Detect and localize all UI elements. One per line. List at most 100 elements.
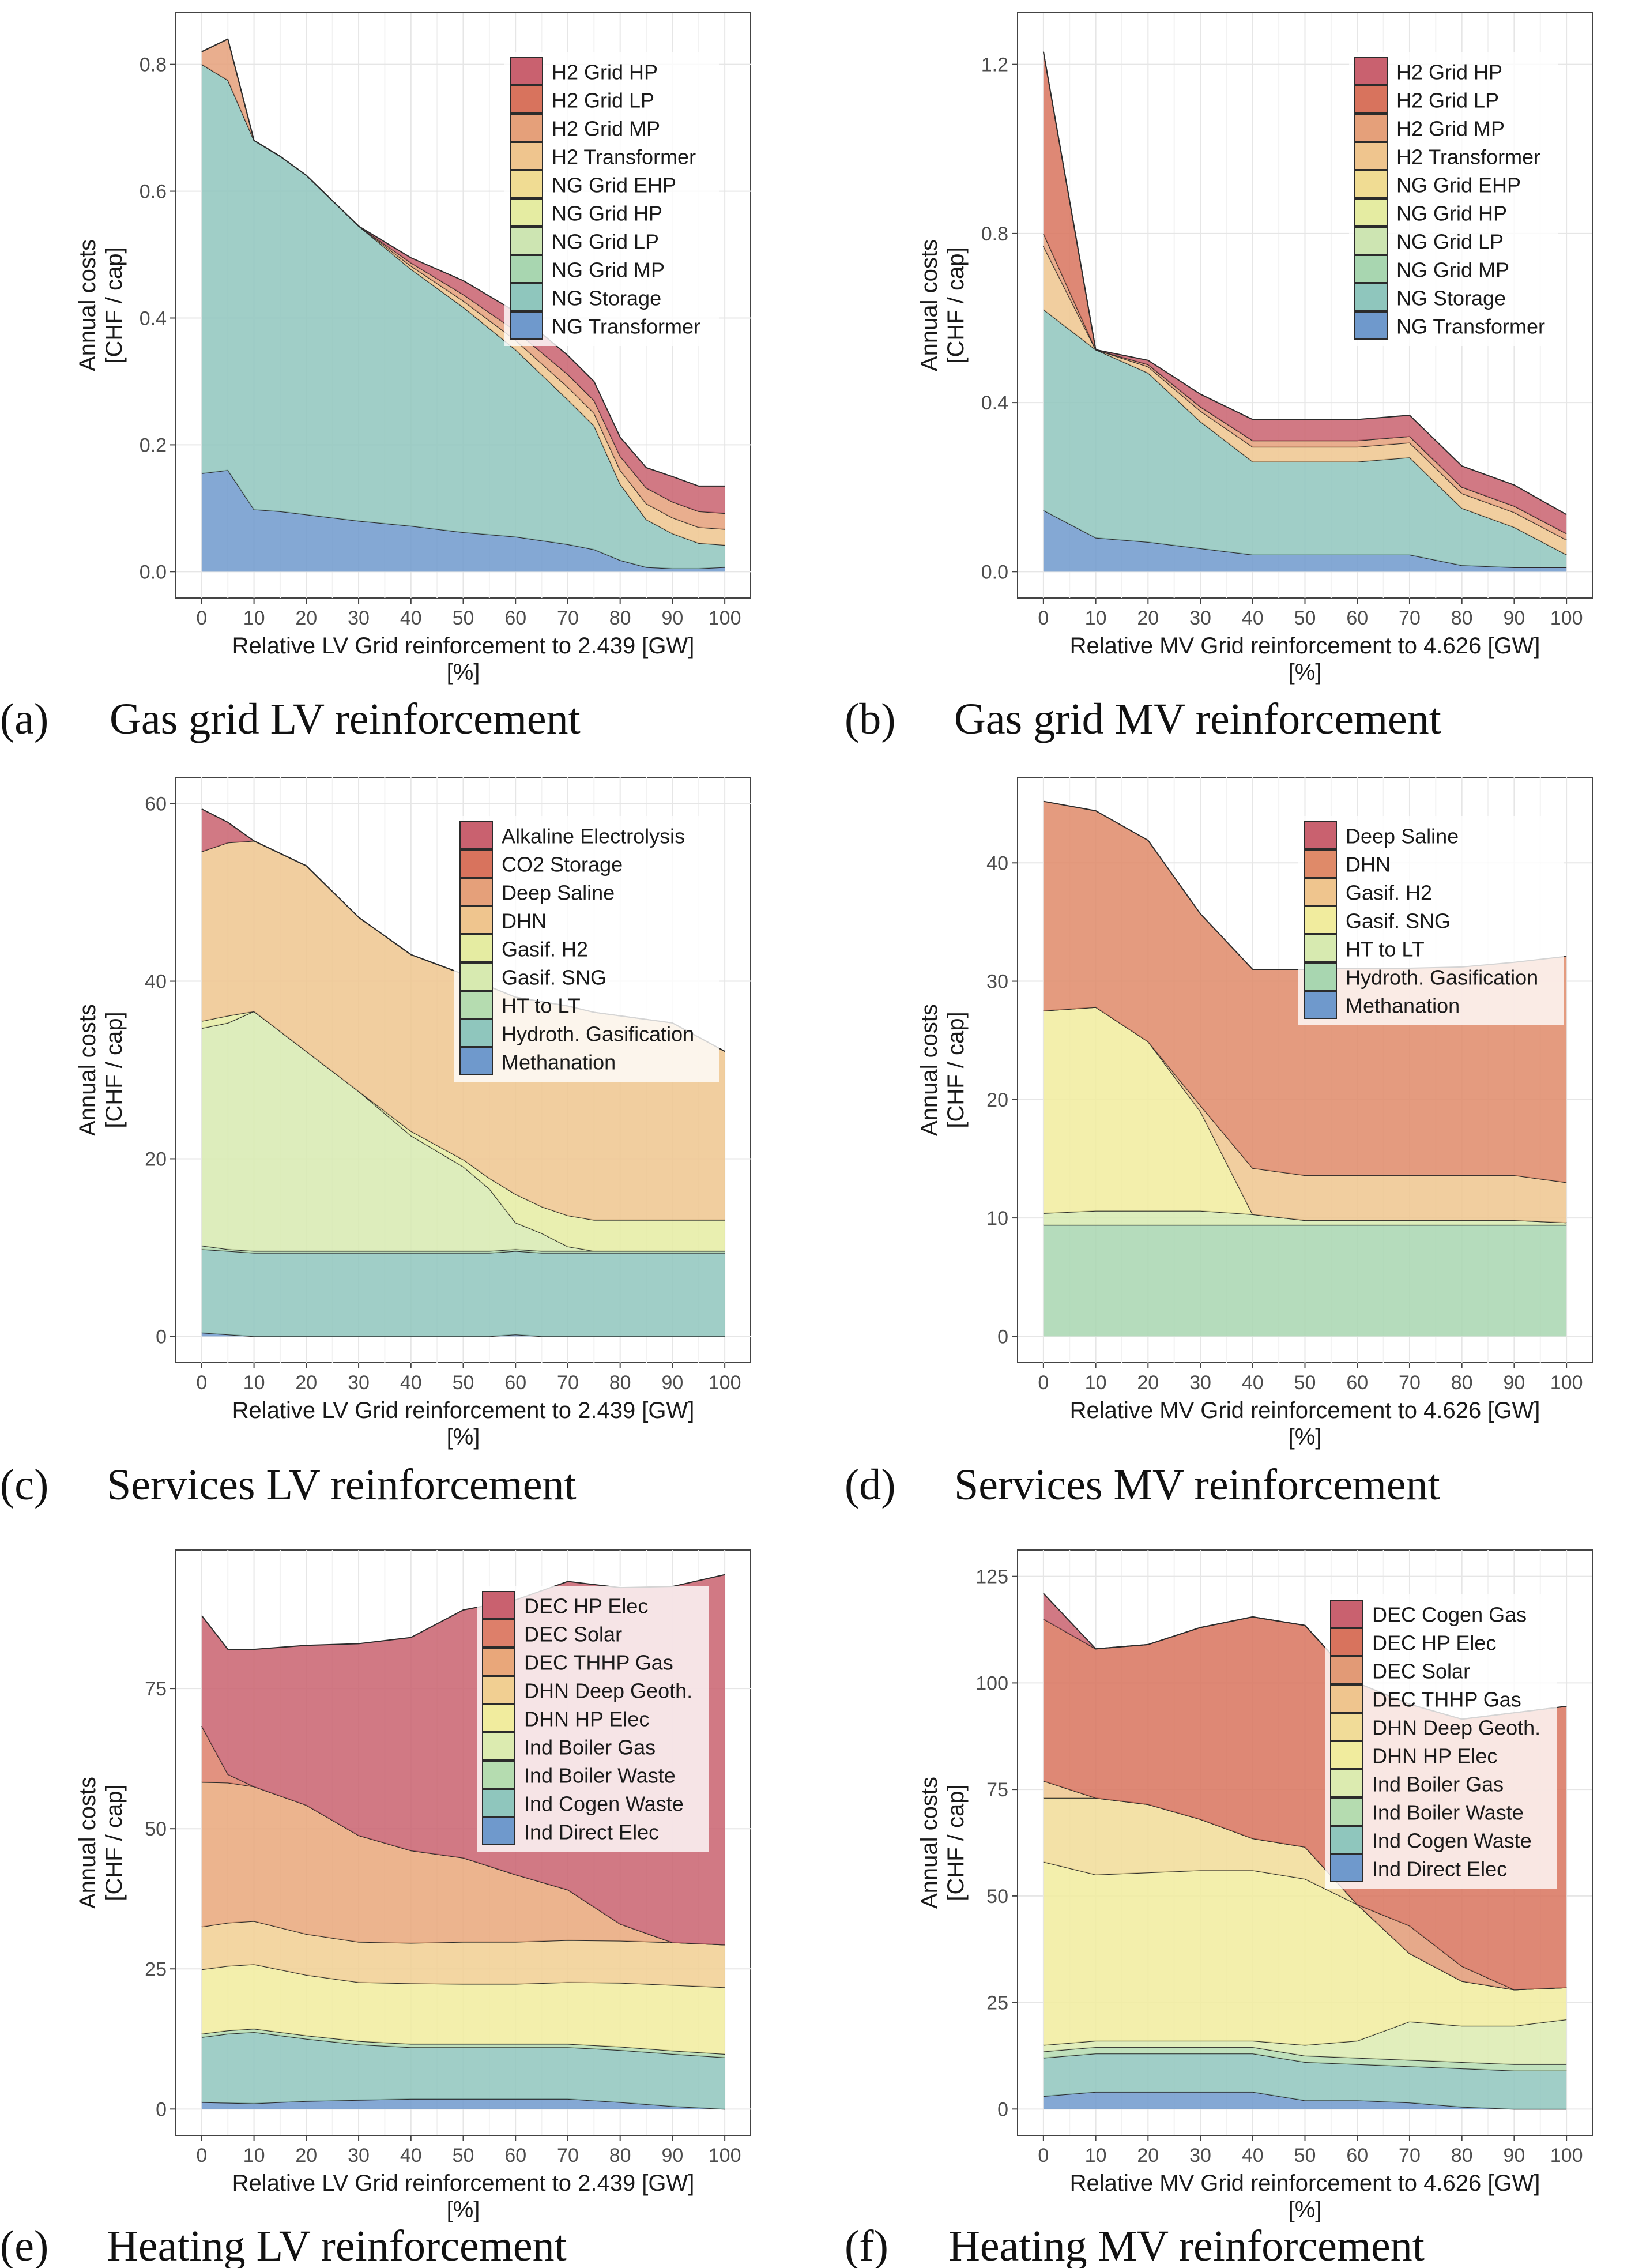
- panel-f-xlabel-line-2: [%]: [1289, 2197, 1322, 2222]
- panel-c-xtick-label: 10: [243, 1372, 265, 1394]
- panel-d-legend-swatch: [1304, 991, 1337, 1019]
- panel-c-legend-swatch: [459, 1047, 493, 1075]
- panel-b-xtick-label: 100: [1550, 607, 1583, 629]
- panel-e-xtick-label: 20: [295, 2145, 317, 2167]
- panel-b-caption-letter: (b): [845, 695, 896, 743]
- panel-d-ytick-label: 20: [986, 1089, 1008, 1111]
- panel-f-xtick-label: 60: [1346, 2145, 1368, 2167]
- panel-a-legend-label: H2 Grid HP: [552, 61, 658, 84]
- panel-f-chart: 0 10 20 30 40 50 60 70 80 90 100 0 25 50 75 100 125 Relat…: [917, 1549, 1593, 2222]
- panel-b: (b) Gas grid MV reinforcement: [845, 695, 1441, 743]
- panel-c-xtick-label: 70: [557, 1372, 579, 1394]
- panel-e-ytick-label: 25: [145, 1958, 167, 1980]
- panel-c-legend-swatch: [459, 821, 493, 849]
- panel-a-legend-swatch: [510, 198, 543, 227]
- panel-f-xtick-label: 0: [1038, 2145, 1049, 2167]
- panel-f-legend-swatch: [1330, 1769, 1363, 1797]
- panel-d-ytick-label: 10: [986, 1208, 1008, 1229]
- panel-e-legend-label: Ind Direct Elec: [524, 1821, 659, 1844]
- panel-e-area-dhn-deep-geoth-: [201, 1921, 725, 1988]
- panel-f-legend: DEC Cogen Gas DEC HP Elec DEC Solar DEC THH…: [1325, 1594, 1557, 1889]
- panel-c-legend-swatch: [459, 878, 493, 906]
- panel-e-legend-swatch: [482, 1619, 515, 1648]
- panel-a-legend-swatch: [510, 57, 543, 85]
- panel-b-xtick-label: 10: [1085, 607, 1107, 629]
- panel-e-legend-label: DHN Deep Geoth.: [524, 1679, 692, 1703]
- panel-e-xtick-label: 0: [196, 2145, 207, 2167]
- panel-e-boundary-dhn-deep-geoth-: [201, 1920, 725, 1946]
- panel-b-chart: 0 10 20 30 40 50 60 70 80 90 100 0.0 0.4 0.8 1.2 Relati…: [917, 12, 1593, 685]
- panel-f-legend-label: DEC Cogen Gas: [1372, 1603, 1527, 1627]
- panel-a-xtick-label: 50: [453, 607, 474, 629]
- panel-e-area-ind-boiler-waste: [201, 2029, 725, 2058]
- panel-a-xtick-label: 40: [400, 607, 422, 629]
- panel-a-ylabel-line-2: [CHF / cap]: [101, 247, 127, 363]
- panel-a-legend: H2 Grid HP H2 Grid LP H2 Grid MP H2 Transfo…: [504, 52, 719, 346]
- panel-f-legend-swatch: [1330, 1797, 1363, 1826]
- panel-e-legend-label: DEC HP Elec: [524, 1594, 648, 1618]
- panel-a-legend-swatch: [510, 85, 543, 114]
- panel-d-xtick-label: 100: [1550, 1372, 1583, 1394]
- panel-d-area-hydroth-gasification: [1043, 1225, 1567, 1337]
- panel-a-legend-swatch: [510, 170, 543, 198]
- panel-f-legend-swatch: [1330, 1826, 1363, 1854]
- panel-c-ylabel-line-2: [CHF / cap]: [101, 1011, 127, 1128]
- panel-b-legend-swatch: [1354, 170, 1388, 198]
- panel-a-xtick-label: 10: [243, 607, 265, 629]
- panel-d-legend-swatch: [1304, 849, 1337, 878]
- panel-a: (a) Gas grid LV reinforcement: [0, 695, 581, 743]
- panel-c: (c) Services LV reinforcement: [0, 1461, 577, 1509]
- panel-f-area-dec-hp-elec: [1043, 1616, 1567, 1990]
- panel-f-xtick-label: 50: [1294, 2145, 1316, 2167]
- panel-c-legend-swatch: [459, 849, 493, 878]
- panel-b-area-h2-transformer: [1043, 246, 1567, 555]
- panel-c-legend-swatch: [459, 1019, 493, 1047]
- panel-d-legend: Deep Saline DHN Gasif. H2 Gasif. SNG HT to L…: [1298, 816, 1564, 1025]
- panel-e-caption-title: Heating LV reinforcement: [107, 2222, 567, 2268]
- panel-e-xtick-label: 40: [400, 2145, 422, 2167]
- panel-a-areas: [201, 38, 725, 572]
- panel-b-legend-swatch: [1354, 255, 1388, 283]
- panel-b-boundary-h2-transformer: [1042, 246, 1567, 541]
- panel-f-xlabel-line-1: Relative MV Grid reinforcement to 4.626 …: [1070, 2171, 1540, 2196]
- panel-c-ytick-label: 20: [145, 1148, 167, 1170]
- panel-a-legend-swatch: [510, 311, 543, 340]
- panel-d-chart: 0 10 20 30 40 50 60 70 80 90 100 0 10 20 30 40 Relative …: [917, 777, 1593, 1450]
- panel-b-legend-label: H2 Grid LP: [1396, 89, 1499, 112]
- panel-b-legend-swatch: [1354, 227, 1388, 255]
- panel-e-legend-swatch: [482, 1817, 515, 1845]
- panel-b-legend-label: NG Storage: [1396, 287, 1506, 310]
- panel-e-xtick-label: 50: [453, 2145, 474, 2167]
- panel-c-axes: 0 10 20 30 40 50 60 70 80 90 100 0 20 40 60 Relative LV…: [75, 793, 741, 1450]
- panel-f-area-dhn-hp-elec: [1043, 1861, 1567, 2045]
- panel-c-caption-title: Services LV reinforcement: [107, 1461, 577, 1509]
- panel-c-xlabel-line-1: Relative LV Grid reinforcement to 2.439 …: [232, 1398, 695, 1423]
- panel-b-legend-label: NG Grid LP: [1396, 230, 1504, 254]
- panel-c-legend-label: Gasif. SNG: [502, 966, 606, 990]
- panel-a-xtick-label: 100: [709, 607, 741, 629]
- panel-c-legend-swatch: [459, 906, 493, 934]
- panel-f-legend-swatch: [1330, 1713, 1363, 1741]
- panel-b-xtick-label: 30: [1189, 607, 1211, 629]
- panel-f-ylabel-line-1: Annual costs: [917, 1777, 942, 1909]
- panel-a-xtick-label: 60: [504, 607, 526, 629]
- panel-d-xtick-label: 60: [1346, 1372, 1368, 1394]
- panel-b-area-h2-grid-mp: [1043, 233, 1567, 540]
- panel-b-axes: 0 10 20 30 40 50 60 70 80 90 100 0.0 0.4 0.8 1.2 Relati…: [917, 54, 1583, 685]
- panel-d: (d) Services MV reinforcement: [845, 1461, 1440, 1509]
- panel-d-area-gasif-h2: [1043, 1007, 1567, 1223]
- panel-c-area-hydroth-gasification: [201, 1249, 725, 1337]
- panel-a-xlabel-line-1: Relative LV Grid reinforcement to 2.439 …: [232, 633, 695, 659]
- panel-f-ytick-label: 50: [986, 1886, 1008, 1908]
- panel-c-legend-label: HT to LT: [502, 994, 581, 1018]
- panel-d-xtick-label: 40: [1242, 1372, 1264, 1394]
- panel-f-legend-swatch: [1330, 1600, 1363, 1628]
- panel-b-ytick-label: 1.2: [981, 54, 1008, 76]
- panel-d-legend-swatch: [1304, 962, 1337, 991]
- panel-c-chart: 0 10 20 30 40 50 60 70 80 90 100 0 20 40 60 Relative LV…: [75, 777, 751, 1450]
- panel-d-legend-label: Methanation: [1346, 994, 1460, 1018]
- panel-b-xtick-label: 70: [1399, 607, 1421, 629]
- panel-e-area-dec-thhp-gas: [201, 1782, 725, 1945]
- panel-e-ylabel-line-2: [CHF / cap]: [101, 1784, 127, 1901]
- panel-d-legend-background: [1298, 816, 1564, 1025]
